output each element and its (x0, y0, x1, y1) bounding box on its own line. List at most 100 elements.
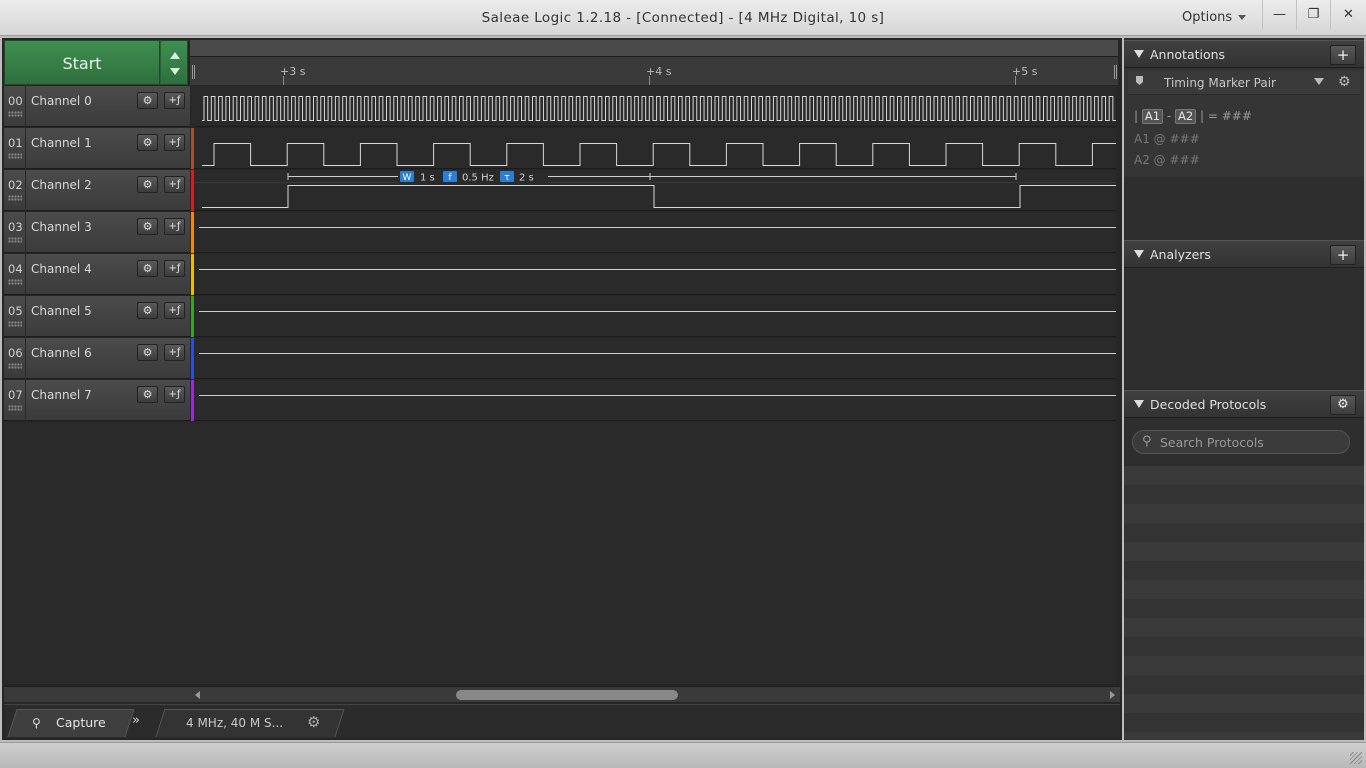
channel-waveform-track[interactable] (194, 212, 1116, 253)
tick-label: +4 s (646, 65, 672, 78)
channel-waveform-track[interactable] (194, 296, 1116, 337)
channel-name[interactable]: Channel 4 (31, 262, 92, 276)
timeline-ruler[interactable]: +3 s +4 s +5 s (190, 40, 1118, 85)
marker-a1-label: A1 (1134, 132, 1150, 146)
scroll-thumb[interactable] (456, 690, 678, 700)
channel-label-box[interactable]: 00 Channel 0 ⚙ +ƒ (4, 86, 190, 127)
channel-settings-button[interactable]: ⚙ (137, 344, 158, 361)
channel-waveform-track[interactable] (194, 380, 1116, 421)
channel-name[interactable]: Channel 1 (31, 136, 92, 150)
channel-label-box[interactable]: 05 Channel 5 ⚙ +ƒ (4, 296, 190, 337)
channel-name[interactable]: Channel 3 (31, 220, 92, 234)
channel-number: 07 (8, 388, 23, 402)
channel-waveform-track[interactable]: W 1 s f 0.5 Hz τ 2 s (194, 170, 1116, 211)
channel-name[interactable]: Channel 2 (31, 178, 92, 192)
channel-label-box[interactable]: 06 Channel 6 ⚙ +ƒ (4, 338, 190, 379)
channel-name[interactable]: Channel 5 (31, 304, 92, 318)
channel-trigger-button[interactable]: +ƒ (164, 218, 185, 235)
drag-handle-icon[interactable] (8, 405, 22, 411)
channel-trigger-button[interactable]: +ƒ (164, 134, 185, 151)
scroll-right-icon[interactable] (1110, 691, 1115, 699)
horizontal-scrollbar[interactable] (190, 686, 1120, 702)
arrow-up-icon[interactable] (170, 52, 180, 59)
channel-trigger-button[interactable]: +ƒ (164, 176, 185, 193)
collapse-triangle-icon[interactable] (1134, 250, 1144, 258)
channel-waveform-track[interactable] (194, 254, 1116, 295)
channel-waveform-track[interactable] (194, 86, 1116, 127)
protocols-settings-button[interactable]: ⚙ (1330, 395, 1356, 415)
marker-a1-tag[interactable]: A1 (1141, 109, 1164, 124)
close-button[interactable]: ✕ (1330, 0, 1366, 30)
drag-handle-icon[interactable] (8, 195, 22, 201)
channel-name[interactable]: Channel 7 (31, 388, 92, 402)
drag-handle-icon[interactable] (8, 321, 22, 327)
channel-name[interactable]: Channel 6 (31, 346, 92, 360)
marker-a2-tag[interactable]: A2 (1175, 109, 1197, 124)
gear-icon[interactable]: ⚙ (307, 713, 321, 731)
drag-handle-icon[interactable] (8, 363, 22, 369)
annotations-header[interactable]: Annotations + (1124, 40, 1364, 68)
channel-waveform-track[interactable] (194, 128, 1116, 169)
channel-waveform-track[interactable] (194, 338, 1116, 379)
chevron-down-icon[interactable] (1314, 78, 1324, 85)
channel-trigger-button[interactable]: +ƒ (164, 386, 185, 403)
channel-4-waveform (199, 269, 1116, 270)
tick-mark (283, 76, 284, 85)
channel-label-box[interactable]: 04 Channel 4 ⚙ +ƒ (4, 254, 190, 295)
start-options-arrows[interactable] (160, 40, 188, 85)
drag-handle-icon[interactable] (8, 153, 22, 159)
drag-handle-icon[interactable] (8, 237, 22, 243)
restore-button[interactable]: ❐ (1296, 0, 1330, 30)
channel-label-box[interactable]: 01 Channel 1 ⚙ +ƒ (4, 128, 190, 169)
channel-label-box[interactable]: 03 Channel 3 ⚙ +ƒ (4, 212, 190, 253)
channel-settings-button[interactable]: ⚙ (137, 218, 158, 235)
gear-icon[interactable]: ⚙ (1338, 74, 1351, 90)
channel-trigger-button[interactable]: +ƒ (164, 302, 185, 319)
add-analyzer-button[interactable]: + (1330, 245, 1356, 265)
channel-settings-button[interactable]: ⚙ (137, 260, 158, 277)
decoded-protocols-list[interactable] (1124, 466, 1364, 740)
channel-trigger-button[interactable]: +ƒ (164, 92, 185, 109)
channel-settings-button[interactable]: ⚙ (137, 386, 158, 403)
add-annotation-button[interactable]: + (1330, 45, 1356, 65)
channel-color-strip (191, 380, 194, 421)
options-menu-button[interactable]: Options (1172, 8, 1256, 28)
channel-trigger-button[interactable]: +ƒ (164, 344, 185, 361)
collapse-triangle-icon[interactable] (1134, 50, 1144, 58)
tab-capture-label[interactable]: Capture (56, 715, 106, 730)
drag-handle-icon[interactable] (8, 279, 22, 285)
drag-handle-icon[interactable] (8, 111, 22, 117)
divider (25, 296, 26, 337)
channel-label-box[interactable]: 02 Channel 2 ⚙ +ƒ (4, 170, 190, 211)
channel-trigger-button[interactable]: +ƒ (164, 260, 185, 277)
capture-info-label[interactable]: 4 MHz, 40 M S... (186, 716, 284, 730)
search-protocols-box[interactable]: ⚲ (1132, 430, 1350, 454)
start-button[interactable]: Start (4, 40, 160, 85)
arrow-down-icon[interactable] (170, 68, 180, 75)
more-tabs-icon[interactable]: » (132, 713, 140, 728)
marker-formula: | A1 - A2 | = ### (1134, 109, 1252, 124)
period-badge: τ (504, 173, 509, 183)
channel-settings-button[interactable]: ⚙ (137, 92, 158, 109)
decoded-protocols-header[interactable]: Decoded Protocols ⚙ (1124, 390, 1364, 418)
timing-marker-pair-row[interactable]: Timing Marker Pair ⚙ (1128, 71, 1360, 95)
resize-grip-icon[interactable] (1350, 752, 1362, 764)
marker-a1-line: A1 @ ### (1134, 132, 1200, 146)
channel-name[interactable]: Channel 0 (31, 94, 92, 108)
collapse-triangle-icon[interactable] (1134, 400, 1144, 408)
decoded-protocols-title: Decoded Protocols (1150, 397, 1267, 412)
channel-label-box[interactable]: 07 Channel 7 ⚙ +ƒ (4, 380, 190, 421)
minimize-button[interactable]: — (1262, 0, 1296, 30)
waveform-empty-area[interactable] (4, 422, 1116, 684)
tick-label: +5 s (1012, 65, 1038, 78)
channel-settings-button[interactable]: ⚙ (137, 176, 158, 193)
channel-number: 04 (8, 262, 23, 276)
scroll-left-icon[interactable] (195, 691, 200, 699)
channel-settings-button[interactable]: ⚙ (137, 302, 158, 319)
period-value: 2 s (519, 173, 534, 184)
channel-settings-button[interactable]: ⚙ (137, 134, 158, 151)
analyzers-header[interactable]: Analyzers + (1124, 240, 1364, 268)
timing-marker-pair-label: Timing Marker Pair (1164, 76, 1276, 90)
marker-a2-line: A2 @ ### (1134, 153, 1200, 167)
search-protocols-input[interactable] (1160, 434, 1340, 450)
